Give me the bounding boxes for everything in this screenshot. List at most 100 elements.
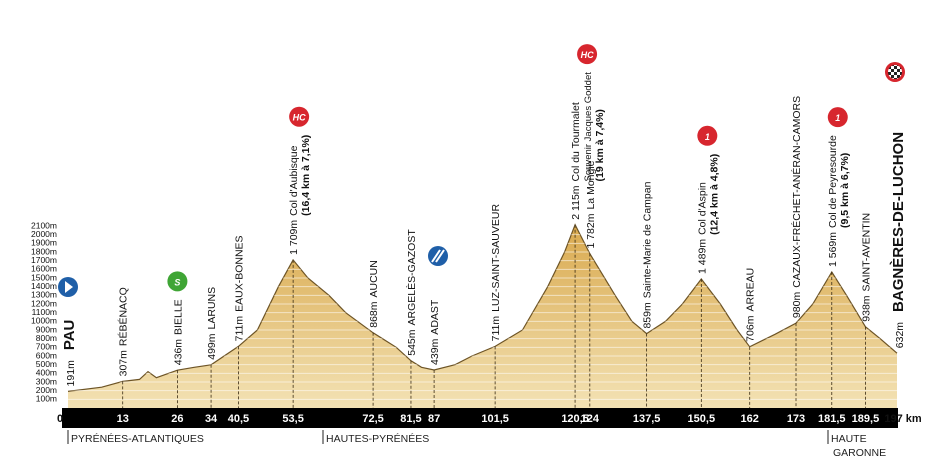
feed-zone-icon: [428, 246, 448, 266]
waypoint-label: 307m RÉBÉNACQ: [117, 287, 130, 376]
waypoint-altitude: 307m: [118, 350, 130, 377]
waypoint-name: Col d'Aspin: [696, 182, 708, 235]
waypoint-altitude: 439m: [429, 338, 441, 365]
waypoint-name: AUCUN: [368, 260, 380, 297]
profile-line: [67, 223, 898, 392]
region-label: GARONNE: [833, 447, 886, 459]
x-tick-label: 189,5: [852, 413, 880, 425]
waypoint-altitude: 632m: [894, 322, 906, 349]
region-label: HAUTES-PYRÉNÉES: [326, 432, 429, 445]
y-tick-label: 2100m: [31, 220, 57, 230]
waypoint-name: BAGNÈRES-DE-LUCHON: [890, 132, 907, 312]
y-tick-label: 1600m: [31, 264, 57, 274]
distance-bar: [62, 408, 898, 428]
waypoint-label: 1 569m Col de Peyresourde: [827, 135, 839, 267]
y-tick-label: 1800m: [31, 246, 57, 256]
waypoint-label: 632m BAGNÈRES-DE-LUCHON: [890, 132, 907, 348]
x-tick-label: 40,5: [228, 413, 249, 425]
waypoint-name: ADAST: [429, 299, 441, 335]
waypoint-label: 439m ADAST: [429, 299, 441, 365]
y-tick-label: 1100m: [32, 307, 57, 317]
waypoint-label: 711m EAUX-BONNES: [233, 235, 245, 341]
category-icon: [827, 107, 848, 128]
x-tick-label: 0: [57, 413, 63, 425]
waypoint-altitude: 980m: [791, 292, 803, 319]
region-label: PYRÉNÉES-ATLANTIQUES: [71, 432, 204, 445]
waypoint-label: 868m AUCUN: [368, 260, 380, 328]
waypoint-label: 859m Sainte-Marie de Campan: [642, 181, 654, 328]
y-tick-label: 700m: [36, 342, 57, 352]
y-tick-label: 1500m: [31, 272, 57, 282]
category-icon: [697, 125, 718, 146]
waypoint-label: 1 709m Col d'Aubisque: [288, 145, 300, 254]
waypoint-name: Col d'Aubisque: [288, 145, 300, 215]
y-tick-label: 1700m: [31, 255, 57, 265]
waypoint-name: ARREAU: [745, 268, 757, 312]
waypoint-altitude: 436m: [172, 339, 184, 366]
category-icon-label: HC: [293, 113, 306, 123]
waypoint-altitude: 706m: [745, 315, 757, 342]
waypoint-name: LUZ-SAINT-SAUVEUR: [490, 204, 502, 312]
waypoint-name: Sainte-Marie de Campan: [642, 181, 654, 298]
waypoint-name: Col du Tourmalet: [570, 102, 582, 181]
waypoint-label: 191m PAU: [61, 320, 78, 387]
waypoint-detail: Souvenir Jacques Goddet: [583, 72, 594, 182]
x-tick-label: 181,5: [818, 413, 846, 425]
category-icon-label: 1: [835, 113, 840, 123]
x-tick-label: 124: [581, 413, 600, 425]
y-tick-label: 800m: [36, 333, 57, 343]
y-tick-label: 400m: [36, 368, 57, 378]
waypoint-altitude: 938m: [860, 295, 872, 322]
y-tick-label: 2000m: [31, 229, 57, 239]
x-tick-label: 137,5: [633, 413, 661, 425]
x-tick-label: 150,5: [688, 413, 716, 425]
waypoint-altitude: 1 569m: [827, 232, 839, 267]
x-tick-label: 13: [117, 413, 129, 425]
profile-area: [68, 224, 897, 408]
category-icon: [167, 271, 188, 292]
waypoint-label: 545m ARGELÈS-GAZOST: [405, 229, 418, 356]
waypoint-name: EAUX-BONNES: [233, 235, 245, 311]
y-tick-label: 900m: [36, 324, 57, 334]
waypoint-label: 2 115m Col du Tourmalet: [570, 102, 582, 220]
x-tick-label: 26: [171, 413, 183, 425]
category-icon: [289, 106, 310, 127]
y-tick-label: 300m: [36, 376, 57, 386]
waypoint-altitude: 711m: [233, 316, 245, 342]
x-tick-label: 173: [787, 413, 805, 425]
y-tick-label: 1300m: [31, 290, 57, 300]
waypoint-detail: (9,5 km à 6,7%): [839, 153, 851, 228]
x-tick-label: 72,5: [362, 413, 383, 425]
y-tick-label: 100m: [36, 394, 57, 404]
waypoint-name: La Mongie: [585, 160, 597, 209]
y-tick-label: 600m: [36, 350, 57, 360]
waypoint-altitude: 545m: [406, 329, 418, 356]
waypoint-label: 436m BIELLE: [172, 299, 184, 365]
start-icon: [58, 277, 78, 297]
waypoint-altitude: 859m: [642, 302, 654, 329]
waypoint-label: 499m LARUNS: [206, 287, 218, 360]
x-tick-label: 81,5: [400, 413, 421, 425]
waypoint-label: 980m CAZAUX-FRÉCHET-ANÉRAN-CAMORS: [790, 96, 803, 318]
waypoint-label: 938m SAINT-AVENTIN: [860, 213, 872, 322]
y-tick-label: 1200m: [31, 298, 57, 308]
waypoint-altitude: 711m: [490, 316, 502, 342]
x-tick-label: 101,5: [481, 413, 509, 425]
waypoint-detail: (16,4 km à 7,1%): [300, 135, 312, 216]
y-tick-label: 500m: [36, 359, 57, 369]
waypoint-name: ARGELÈS-GAZOST: [405, 229, 418, 326]
waypoint-altitude: 191m: [65, 360, 77, 387]
y-tick-label: 200m: [36, 385, 57, 395]
finish-icon: [885, 62, 905, 82]
waypoint-name: Col de Peyresourde: [827, 135, 839, 228]
x-tick-label: 197 km: [884, 413, 922, 425]
waypoint-name: BIELLE: [172, 299, 184, 335]
waypoint-name: PAU: [61, 320, 78, 351]
waypoint-altitude: 1 489m: [696, 239, 708, 274]
x-tick-label: 34: [205, 413, 218, 425]
category-icon-label: HC: [581, 50, 594, 60]
waypoint-altitude: 868m: [368, 301, 380, 328]
category-icon: [577, 44, 598, 65]
waypoint-name: LARUNS: [206, 287, 218, 330]
